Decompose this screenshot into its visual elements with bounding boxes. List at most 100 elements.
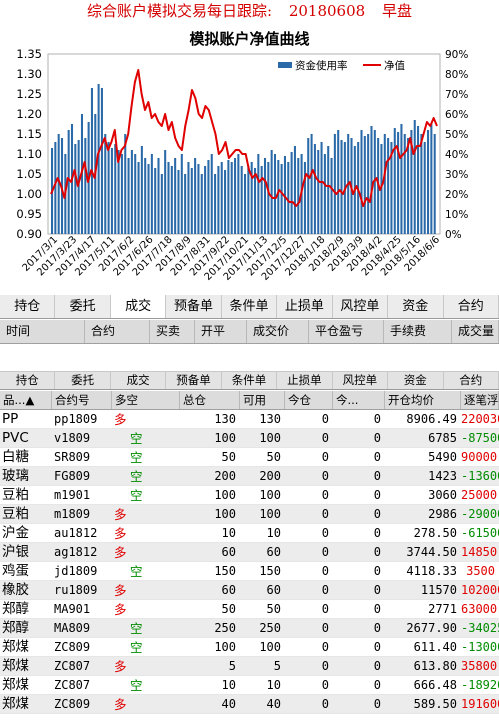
position-row[interactable]: 郑煤 ZC809 空 100 100 0 0 611.40 -130000 — [0, 638, 499, 657]
top-tab-8[interactable]: 合约 — [444, 295, 499, 318]
position-row[interactable]: 橡胶 ru1809 多 60 60 0 0 11570 102000 — [0, 581, 499, 600]
position-price: 611.40 — [413, 640, 457, 654]
legend-label-usage: 资金使用率 — [295, 59, 348, 72]
position-today2: 0 — [373, 545, 381, 559]
position-code: MA901 — [54, 602, 91, 616]
usage-bar — [120, 154, 123, 234]
usage-bar — [253, 168, 257, 234]
position-row[interactable]: 玻璃 FG809 空 200 200 0 0 1423 -136000 — [0, 467, 499, 486]
position-pnl: -340250 — [461, 621, 499, 635]
position-pnl: 35800 — [461, 659, 498, 673]
top-tab-5[interactable]: 止损单 — [277, 295, 333, 318]
usage-bar — [307, 138, 310, 234]
position-dir: 空 — [130, 678, 143, 693]
usage-bar — [320, 142, 323, 234]
position-tab-1[interactable]: 委托 — [55, 372, 111, 389]
position-tab-6[interactable]: 风控单 — [333, 372, 389, 389]
y-right-tick-label: 10% — [445, 209, 468, 221]
position-tab-8[interactable]: 合约 — [444, 372, 499, 389]
position-total: 5 — [228, 659, 236, 673]
position-name: 郑煤 — [2, 696, 29, 712]
position-today: 0 — [321, 697, 329, 711]
position-col-header[interactable]: 多空 — [112, 391, 180, 409]
usage-bar — [290, 152, 293, 234]
top-tab-4[interactable]: 条件单 — [222, 295, 278, 318]
position-row[interactable]: 豆粕 m1901 空 100 100 0 0 3060 25000 — [0, 486, 499, 505]
position-col-header[interactable]: 总仓 — [180, 391, 240, 409]
position-pnl: 102000 — [461, 583, 499, 597]
trade-col-header[interactable]: 买卖 — [150, 320, 195, 343]
top-tab-0[interactable]: 持仓 — [0, 295, 56, 318]
position-row[interactable]: 郑煤 ZC807 多 5 5 0 0 613.80 35800 — [0, 657, 499, 676]
position-row[interactable]: PVC v1809 空 100 100 0 0 6785 -87500 — [0, 429, 499, 448]
position-price: 6785 — [428, 431, 457, 445]
position-dir: 多 — [114, 507, 127, 522]
position-tab-5[interactable]: 止损单 — [277, 372, 333, 389]
position-row[interactable]: 郑煤 ZC809 多 40 40 0 0 589.50 191600 — [0, 695, 499, 714]
position-price: 2771 — [428, 602, 457, 616]
position-total: 200 — [214, 469, 236, 483]
position-today2: 0 — [373, 526, 381, 540]
position-col-header[interactable]: 逐笔浮盈 — [461, 391, 499, 409]
usage-bar — [97, 84, 100, 234]
top-tab-6[interactable]: 风控单 — [333, 295, 389, 318]
trade-col-header[interactable]: 成交价 — [247, 320, 309, 343]
usage-bar — [114, 144, 117, 234]
usage-bar — [77, 140, 80, 234]
usage-bar — [57, 134, 60, 234]
position-tab-7[interactable]: 资金 — [388, 372, 444, 389]
trade-col-header[interactable]: 开平 — [195, 320, 247, 343]
position-col-header[interactable]: 品...▲ — [0, 391, 52, 409]
top-tab-1[interactable]: 委托 — [55, 295, 111, 318]
usage-bar — [337, 130, 340, 234]
position-dir: 多 — [114, 526, 127, 541]
usage-bar — [413, 120, 416, 234]
trade-col-header[interactable]: 合约 — [85, 320, 150, 343]
position-row[interactable]: 沪金 au1812 多 10 10 0 0 278.50 -61500 — [0, 524, 499, 543]
usage-bar — [410, 130, 413, 234]
usage-bar — [433, 134, 436, 234]
trade-col-header[interactable]: 手续费 — [384, 320, 452, 343]
position-today2: 0 — [373, 412, 381, 426]
position-pnl: -29000 — [461, 507, 499, 521]
top-tab-2[interactable]: 成交 — [110, 295, 167, 318]
position-pnl: 90000 — [461, 450, 498, 464]
trade-col-header[interactable]: 成交量 — [452, 320, 499, 343]
position-today: 0 — [321, 431, 329, 445]
usage-bar — [184, 174, 187, 234]
position-tab-4[interactable]: 条件单 — [222, 372, 278, 389]
position-row[interactable]: 白糖 SR809 空 50 50 0 0 5490 90000 — [0, 448, 499, 467]
position-row[interactable]: PP pp1809 多 130 130 0 0 8906.49 220030 — [0, 410, 499, 429]
position-col-header[interactable]: 开仓均价 — [385, 391, 461, 409]
position-name: 豆粕 — [2, 487, 29, 503]
position-today2: 0 — [373, 640, 381, 654]
position-tab-3[interactable]: 预备单 — [166, 372, 222, 389]
top-tab-3[interactable]: 预备单 — [166, 295, 222, 318]
position-tab-2[interactable]: 成交 — [111, 372, 167, 389]
trade-col-header[interactable]: 平仓盈亏 — [309, 320, 384, 343]
position-col-header[interactable]: 今仓 — [285, 391, 333, 409]
top-tab-7[interactable]: 资金 — [388, 295, 444, 318]
position-total: 130 — [214, 412, 236, 426]
position-row[interactable]: 鸡蛋 jd1809 空 150 150 0 0 4118.33 3500 — [0, 562, 499, 581]
position-col-header[interactable]: 合约号 — [52, 391, 112, 409]
position-table-body: PP pp1809 多 130 130 0 0 8906.49 220030 PVC v1809 空 1… — [0, 410, 499, 714]
position-row[interactable]: 郑醇 MA809 空 250 250 0 0 2677.90 -340250 — [0, 619, 499, 638]
usage-bar — [54, 142, 57, 234]
position-row[interactable]: 郑煤 ZC807 空 10 10 0 0 666.48 -18920 — [0, 676, 499, 695]
position-total: 100 — [214, 488, 236, 502]
usage-bar — [127, 158, 130, 234]
y-right-tick-label: 20% — [445, 189, 468, 201]
position-dir: 空 — [130, 469, 143, 484]
trade-col-header[interactable]: 时间 — [0, 320, 85, 343]
y-left-tick-label: 1.25 — [16, 87, 42, 101]
position-tab-0[interactable]: 持仓 — [0, 372, 56, 389]
position-col-header[interactable]: 今... — [333, 391, 385, 409]
position-row[interactable]: 豆粕 m1809 多 100 100 0 0 2986 -29000 — [0, 505, 499, 524]
position-price: 666.48 — [413, 678, 457, 692]
position-row[interactable]: 郑醇 MA901 多 50 50 0 0 2771 63000 — [0, 600, 499, 619]
position-today2: 0 — [373, 583, 381, 597]
position-row[interactable]: 沪银 ag1812 多 60 60 0 0 3744.50 14850 — [0, 543, 499, 562]
position-col-header[interactable]: 可用 — [240, 391, 285, 409]
